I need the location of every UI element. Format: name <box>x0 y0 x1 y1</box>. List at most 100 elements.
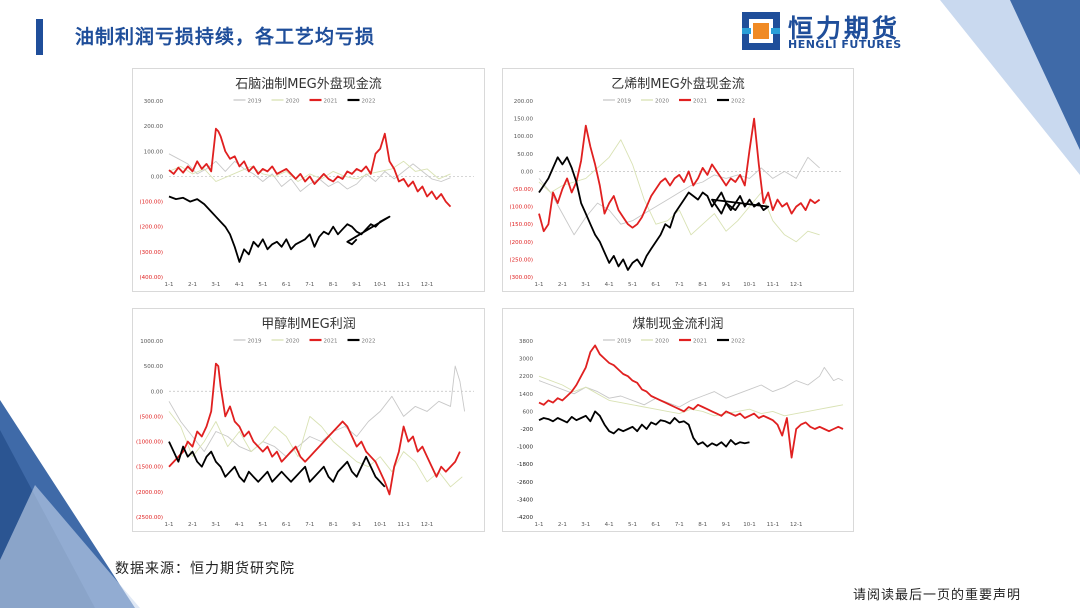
y-tick-label: (500.00) <box>139 414 163 420</box>
x-tick-label: 2-1 <box>558 522 567 528</box>
y-tick-label: (400.00) <box>139 275 163 281</box>
x-tick-label: 7-1 <box>675 282 684 288</box>
y-tick-label: 2200 <box>519 374 533 380</box>
x-tick-label: 8-1 <box>698 522 707 528</box>
y-tick-label: (2500.00) <box>136 515 163 521</box>
x-tick-label: 1-1 <box>165 522 174 528</box>
x-tick-label: 6-1 <box>282 522 291 528</box>
legend-label-2019: 2019 <box>248 339 262 345</box>
x-tick-label: 4-1 <box>235 282 244 288</box>
x-tick-label: 11-1 <box>767 282 779 288</box>
y-tick-label: -1800 <box>517 462 533 468</box>
series-line-2020 <box>168 160 451 182</box>
y-tick-label: 1000.00 <box>140 339 163 345</box>
chart-title: 乙烯制MEG外盘现金流 <box>611 76 745 92</box>
y-tick-label: (150.00) <box>509 222 533 228</box>
x-tick-label: 10-1 <box>374 282 386 288</box>
chart-panel-ethylene: 乙烯制MEG外盘现金流 2019 2020 2021 2022 200.00 150.00 1… <box>502 68 854 292</box>
series-line-2021 <box>168 127 452 208</box>
x-tick-label: 11-1 <box>397 522 409 528</box>
chart-title: 甲醇制MEG利润 <box>261 316 356 332</box>
y-tick-label: 3800 <box>519 339 533 345</box>
series-line-2020 <box>168 411 463 488</box>
y-tick-label: 0.00 <box>151 389 164 395</box>
x-tick-label: 12-1 <box>790 522 802 528</box>
chart-title: 煤制现金流利润 <box>632 316 723 332</box>
x-tick-label: 3-1 <box>211 522 220 528</box>
legend-label-2022: 2022 <box>362 339 376 345</box>
legend-label-2022: 2022 <box>731 339 745 345</box>
y-tick-label: 200.00 <box>514 99 534 105</box>
y-tick-label: (250.00) <box>509 257 533 263</box>
x-tick-label: 9-1 <box>722 282 731 288</box>
chart-panel-methanol: 甲醇制MEG利润 2019 2020 2021 2022 1000.00 500.00 0.0… <box>132 308 485 532</box>
legend-label-2022: 2022 <box>731 99 745 105</box>
y-tick-label: 500.00 <box>144 364 164 370</box>
x-tick-label: 5-1 <box>258 522 267 528</box>
x-tick-label: 9-1 <box>352 522 361 528</box>
x-tick-label: 2-1 <box>558 282 567 288</box>
legend-label-2022: 2022 <box>362 99 376 105</box>
x-tick-label: 5-1 <box>628 282 637 288</box>
y-tick-label: 150.00 <box>514 117 534 123</box>
legend-label-2021: 2021 <box>693 339 707 345</box>
x-tick-label: 4-1 <box>235 522 244 528</box>
chart-panel-coal: 煤制现金流利润 2019 2020 2021 2022 3800 3000 2200 1400 6… <box>502 308 854 532</box>
y-tick-label: (200.00) <box>139 225 163 231</box>
y-tick-label: -200 <box>521 427 534 433</box>
x-tick-label: 10-1 <box>743 522 755 528</box>
series-line-2022 <box>168 441 386 488</box>
y-tick-label: (2000.00) <box>136 490 163 496</box>
disclaimer-note: 请阅读最后一页的重要声明 <box>853 588 1022 603</box>
x-tick-label: 7-1 <box>305 522 314 528</box>
x-tick-label: 2-1 <box>188 522 197 528</box>
x-tick-label: 6-1 <box>651 522 660 528</box>
legend-label-2019: 2019 <box>617 99 631 105</box>
logo-chinese-name: 恒力期货 <box>788 14 901 43</box>
x-tick-label: 6-1 <box>282 282 291 288</box>
y-tick-label: 3000 <box>519 357 533 363</box>
series-line-2019 <box>538 366 844 408</box>
x-tick-label: 3-1 <box>581 282 590 288</box>
chart-naphtha-meg: 石脑油制MEG外盘现金流 2019 2020 2021 2022 300.00 200.00… <box>139 76 474 288</box>
logo-english-name: HENGLI FUTURES <box>788 38 902 51</box>
series-line-2019 <box>168 365 466 458</box>
series-line-2022 <box>538 410 750 448</box>
series-line-2021 <box>168 362 461 496</box>
y-tick-label: (300.00) <box>139 250 163 256</box>
legend-label-2019: 2019 <box>248 99 262 105</box>
y-tick-label: (50.00) <box>513 187 533 193</box>
chart-title: 石脑油制MEG外盘现金流 <box>235 76 382 92</box>
legend-label-2021: 2021 <box>324 339 338 345</box>
y-tick-label: (1000.00) <box>136 440 163 446</box>
x-tick-label: 5-1 <box>258 282 267 288</box>
y-tick-label: (300.00) <box>509 275 533 281</box>
x-tick-label: 1-1 <box>535 282 544 288</box>
x-tick-label: 12-1 <box>421 522 433 528</box>
y-tick-label: (200.00) <box>509 240 533 246</box>
series-line-2020 <box>538 375 844 417</box>
chart-panel-naphtha: 石脑油制MEG外盘现金流 2019 2020 2021 2022 300.00 200.00… <box>132 68 485 292</box>
x-tick-label: 8-1 <box>329 522 338 528</box>
x-tick-label: 7-1 <box>675 522 684 528</box>
x-tick-label: 8-1 <box>329 282 338 288</box>
x-tick-label: 6-1 <box>651 282 660 288</box>
x-tick-label: 7-1 <box>305 282 314 288</box>
y-tick-label: 300.00 <box>144 99 164 105</box>
x-tick-label: 10-1 <box>374 522 386 528</box>
x-tick-label: 3-1 <box>581 522 590 528</box>
legend-label-2021: 2021 <box>324 99 338 105</box>
series-line-2022 <box>538 156 770 271</box>
y-tick-label: 50.00 <box>517 152 533 158</box>
x-tick-label: 12-1 <box>790 282 802 288</box>
x-tick-label: 12-1 <box>421 282 433 288</box>
chart-coal-meg: 煤制现金流利润 2019 2020 2021 2022 3800 3000 2200 1400 6… <box>517 316 844 528</box>
x-tick-label: 9-1 <box>352 282 361 288</box>
x-tick-label: 1-1 <box>535 522 544 528</box>
slide-title: 油制利润亏损持续，各工艺均亏损 <box>75 26 376 48</box>
y-tick-label: 200.00 <box>144 124 164 130</box>
series-line-2022 <box>168 195 391 263</box>
y-tick-label: (1500.00) <box>136 465 163 471</box>
legend-label-2021: 2021 <box>693 99 707 105</box>
